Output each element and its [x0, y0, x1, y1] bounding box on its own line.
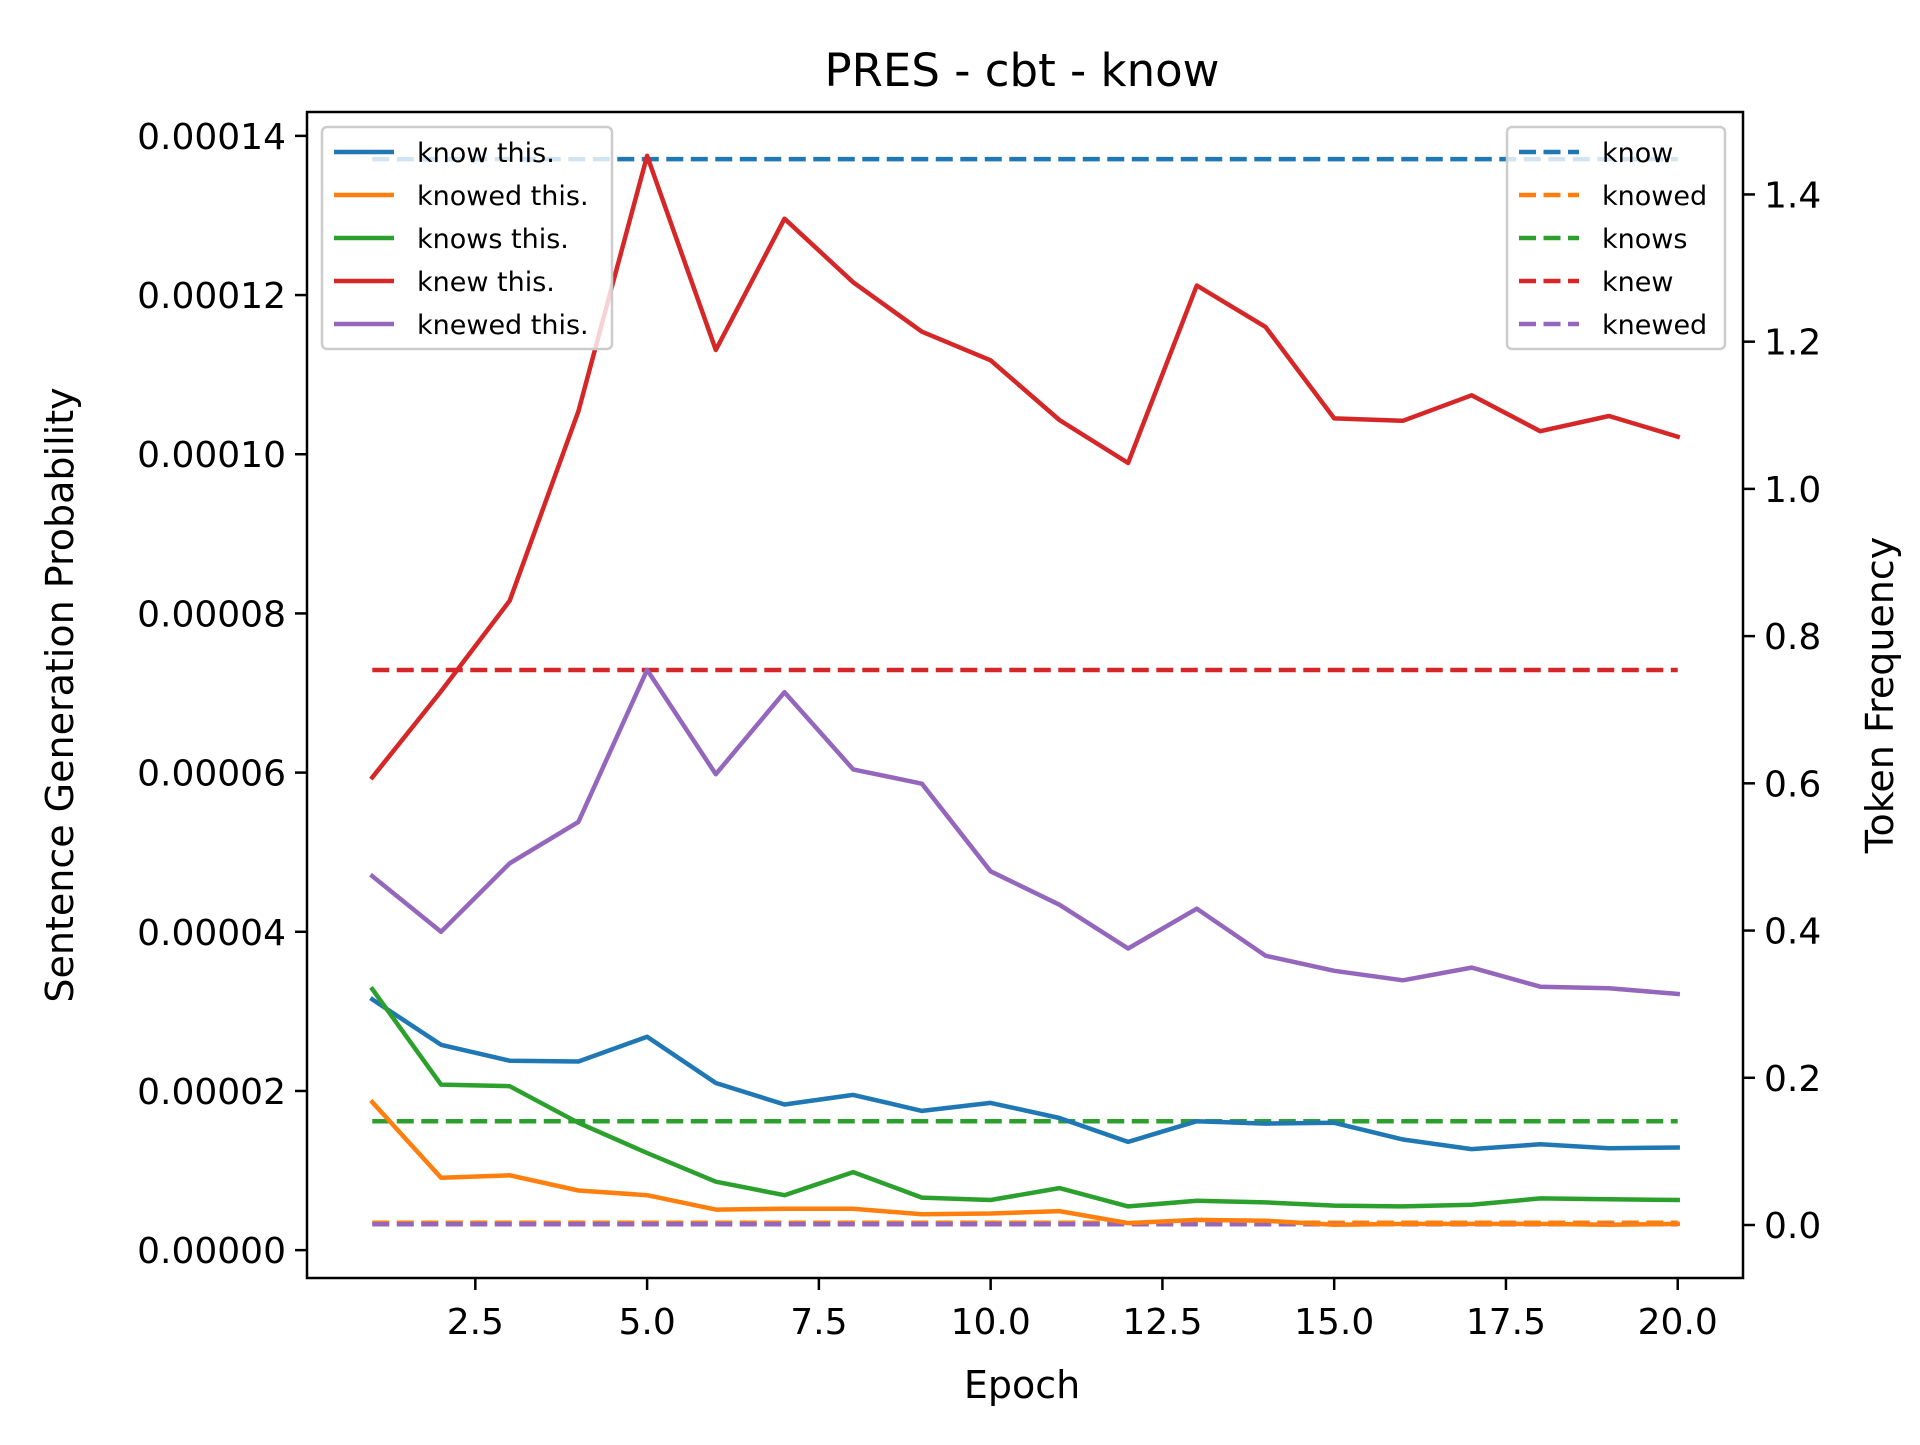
legend-label: know [1602, 138, 1673, 169]
x-tick-label: 2.5 [447, 1302, 504, 1343]
y-tick-label: 0.00000 [137, 1231, 286, 1272]
y2-tick-label: 1.2 [1764, 323, 1821, 364]
legend-label: knows [1602, 224, 1687, 255]
series-line-knew-this [369, 153, 1681, 781]
plot-frame [305, 110, 1745, 1280]
legend-label: knowed this. [417, 181, 589, 212]
legend-frame [320, 125, 614, 351]
x-tick-label: 12.5 [1122, 1302, 1202, 1343]
legend-label: knowed [1602, 181, 1707, 212]
legend-label: knew [1602, 267, 1673, 298]
x-axis-label: Epoch [964, 1363, 1080, 1407]
x-tick-label: 5.0 [618, 1302, 675, 1343]
y-tick-label: 0.00012 [137, 276, 286, 317]
axes: 2.5 5.0 7.5 10.0 12.5 15.0 17.5 20.00.000000.00… [137, 110, 1821, 1343]
y-tick-label: 0.00002 [137, 1072, 286, 1113]
legend-label: knewed [1602, 310, 1707, 341]
y-axis-label: Sentence Generation Probability [38, 387, 82, 1002]
legend-label: know this. [417, 138, 555, 169]
y2-tick-label: 1.0 [1764, 470, 1821, 511]
legend-label: knows this. [417, 224, 569, 255]
y-tick-label: 0.00010 [137, 435, 286, 476]
series-line-knows-this [369, 985, 1680, 1209]
legend-frame [1505, 125, 1727, 351]
y2-tick-label: 0.0 [1764, 1206, 1821, 1247]
series-line-knewed-this [369, 667, 1681, 997]
y-tick-label: 0.00014 [137, 117, 286, 158]
legend-label: knewed this. [417, 310, 589, 341]
y2-tick-label: 1.4 [1764, 175, 1821, 216]
chart-title: PRES - cbt - know [825, 44, 1220, 97]
x-tick-label: 10.0 [951, 1302, 1031, 1343]
series-line-know-this [369, 996, 1680, 1152]
legend-frequency: know knowed knows knew knewed [1505, 125, 1727, 351]
legend-probability: know this. knowed this. knows this. knew th… [320, 125, 614, 351]
legend-label: knew this. [417, 267, 555, 298]
x-tick-label: 15.0 [1294, 1302, 1374, 1343]
y2-axis-label: Token Frequency [1858, 537, 1902, 855]
y2-tick-label: 0.8 [1764, 617, 1821, 658]
y-tick-label: 0.00004 [137, 913, 286, 954]
y-tick-label: 0.00006 [137, 754, 286, 795]
x-tick-label: 17.5 [1466, 1302, 1546, 1343]
y2-tick-label: 0.2 [1764, 1059, 1821, 1100]
series-line-knowed-this [369, 1098, 1680, 1227]
y2-tick-label: 0.6 [1764, 764, 1821, 805]
y2-tick-label: 0.4 [1764, 912, 1821, 953]
x-tick-label: 20.0 [1638, 1302, 1718, 1343]
y-tick-label: 0.00008 [137, 594, 286, 635]
plot-area [369, 153, 1681, 1227]
x-tick-label: 7.5 [790, 1302, 847, 1343]
